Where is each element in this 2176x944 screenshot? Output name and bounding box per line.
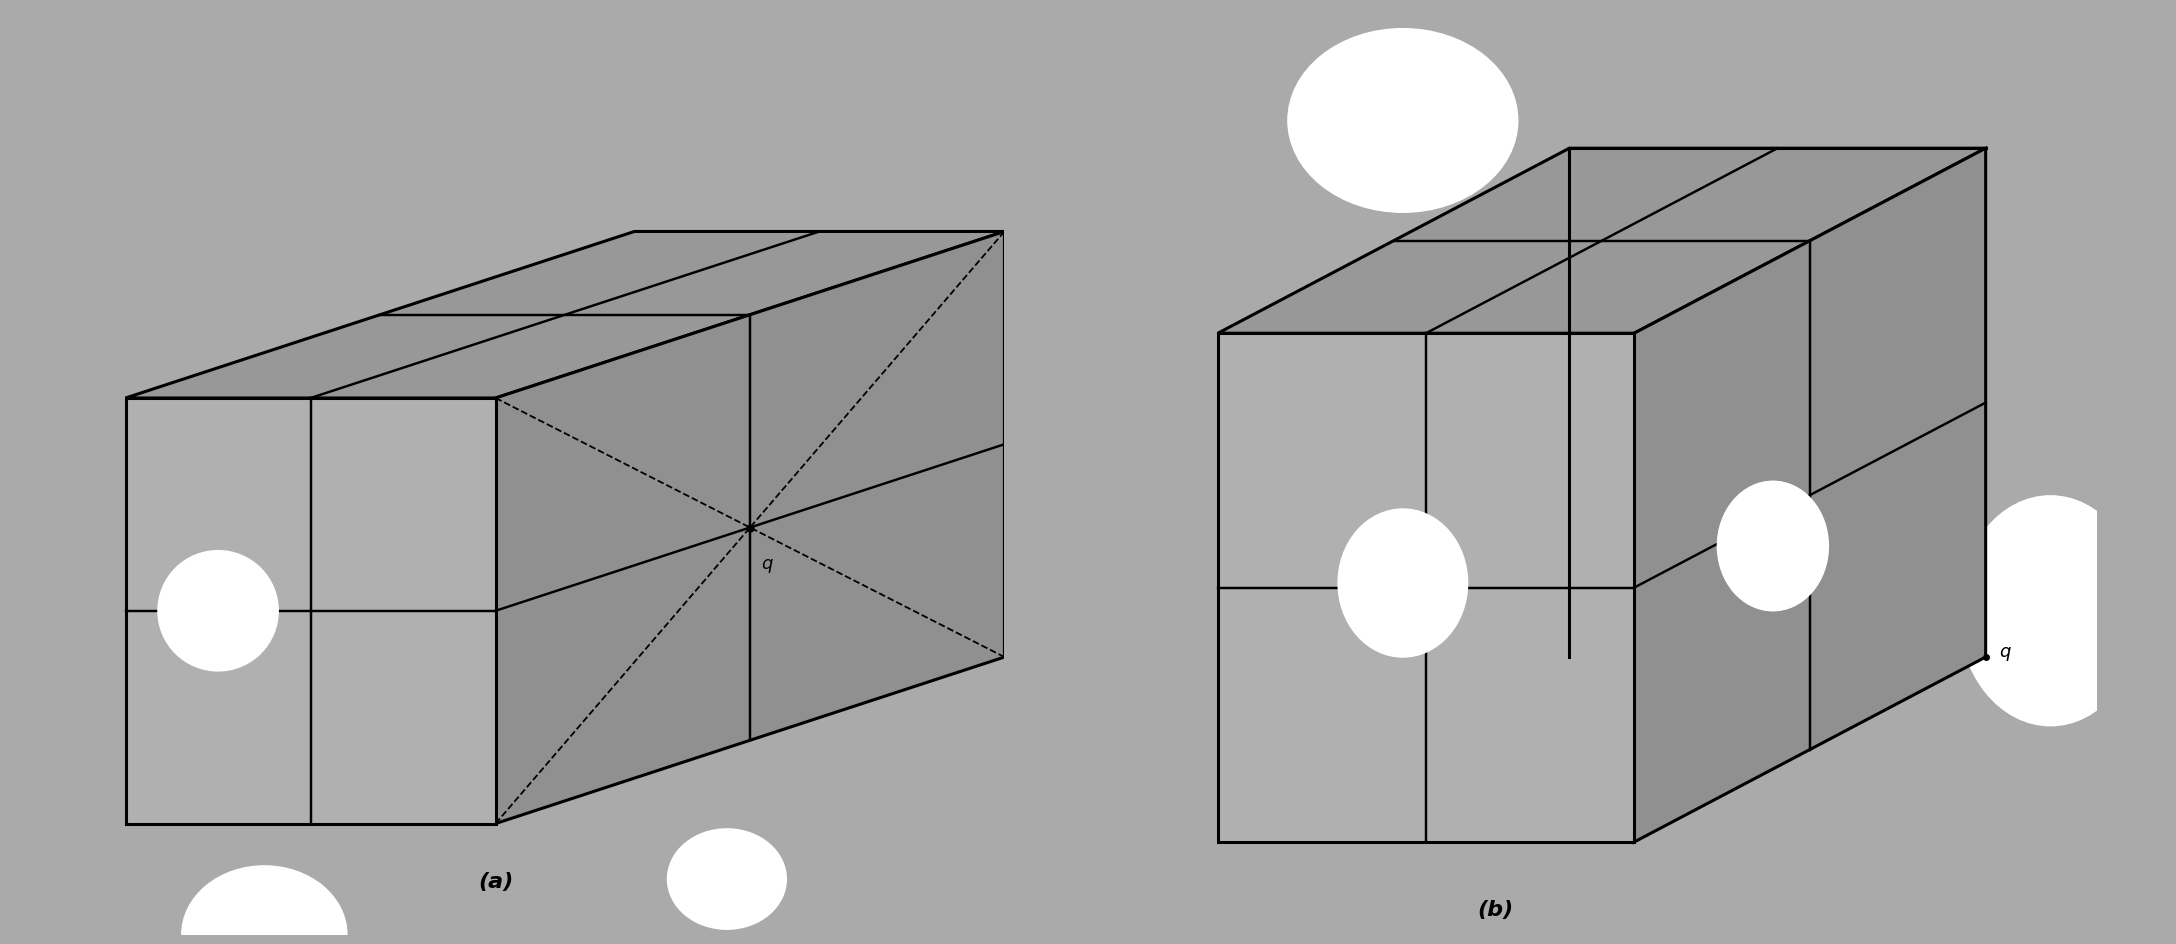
Polygon shape xyxy=(1219,333,1634,842)
Text: (b): (b) xyxy=(1478,900,1514,920)
Polygon shape xyxy=(1634,148,1987,842)
Ellipse shape xyxy=(666,828,788,930)
Text: (a): (a) xyxy=(479,872,514,892)
Polygon shape xyxy=(126,231,1005,398)
Ellipse shape xyxy=(181,865,348,944)
Ellipse shape xyxy=(1288,28,1519,213)
Text: q: q xyxy=(2000,643,2011,661)
Polygon shape xyxy=(496,231,1005,823)
Polygon shape xyxy=(126,398,496,823)
Text: q: q xyxy=(762,555,772,573)
Polygon shape xyxy=(1219,148,1987,333)
Ellipse shape xyxy=(1958,495,2143,727)
Ellipse shape xyxy=(1717,481,1828,611)
Ellipse shape xyxy=(159,550,279,671)
Ellipse shape xyxy=(1338,509,1467,657)
